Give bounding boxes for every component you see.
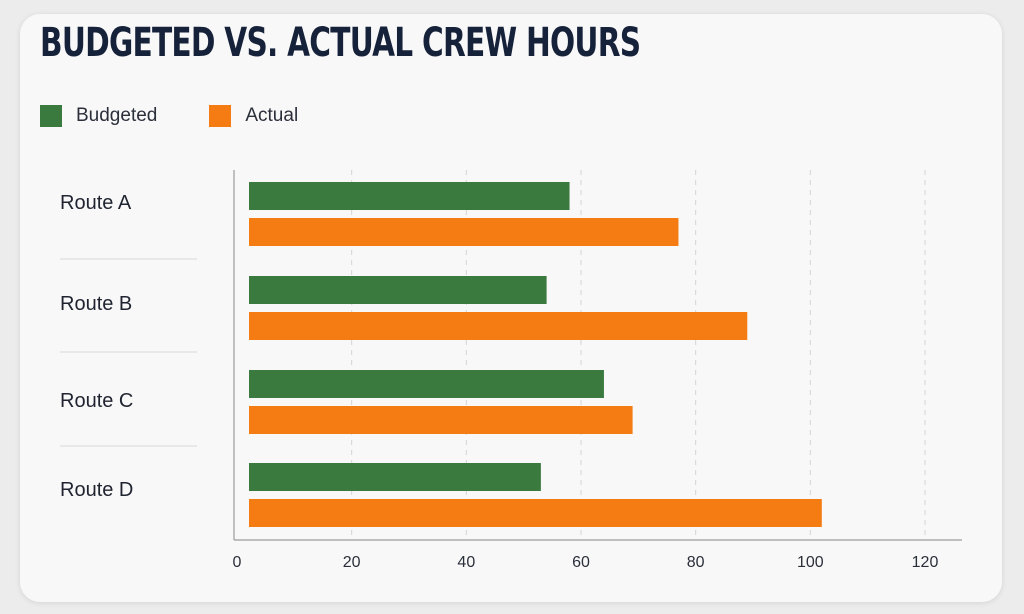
legend-label-actual: Actual [245, 105, 299, 126]
bar-budgeted-4 [249, 463, 541, 491]
x-tick-label-80: 80 [687, 554, 705, 571]
legend-swatch-budgeted [40, 105, 62, 127]
category-label-3: Route C [60, 390, 133, 412]
chart-title: BUDGETED VS. ACTUAL CREW HOURS [40, 20, 641, 66]
bar-actual-4 [249, 499, 822, 527]
bar-budgeted-1 [249, 182, 570, 210]
legend-swatch-actual [209, 105, 232, 127]
bar-budgeted-3 [249, 370, 604, 398]
legend-label-budgeted: Budgeted [76, 105, 158, 126]
category-label-4: Route D [60, 479, 133, 501]
bar-actual-2 [249, 312, 748, 340]
category-label-1: Route A [60, 192, 132, 214]
legend-item-actual: Actual [209, 105, 298, 127]
bar-actual-1 [249, 218, 679, 246]
x-tick-label-20: 20 [343, 554, 361, 571]
x-tick-label-40: 40 [457, 554, 475, 571]
x-tick-label-0: 0 [233, 554, 242, 571]
legend: Budgeted Actual [40, 104, 350, 128]
x-tick-label-60: 60 [572, 554, 590, 571]
legend-item-budgeted: Budgeted [40, 105, 157, 127]
bar-actual-3 [249, 406, 633, 434]
bar-budgeted-2 [249, 276, 547, 304]
x-tick-label-120: 120 [912, 554, 939, 571]
category-label-2: Route B [60, 293, 132, 315]
x-tick-label-100: 100 [797, 554, 824, 571]
